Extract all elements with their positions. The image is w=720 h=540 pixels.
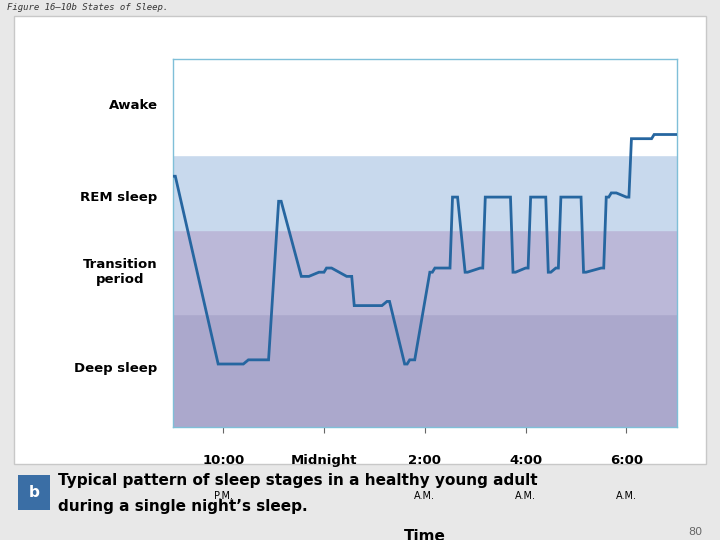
Text: A.M.: A.M. (414, 491, 436, 501)
Text: Deep sleep: Deep sleep (74, 362, 158, 375)
Text: Typical pattern of sleep stages in a healthy young adult: Typical pattern of sleep stages in a hea… (58, 472, 537, 488)
Text: 80: 80 (688, 527, 702, 537)
Text: 6:00: 6:00 (610, 454, 643, 467)
Text: during a single night’s sleep.: during a single night’s sleep. (58, 500, 307, 515)
Bar (173, 231, 677, 314)
Text: A.M.: A.M. (616, 491, 637, 501)
Text: Awake: Awake (109, 99, 158, 112)
Text: 4:00: 4:00 (509, 454, 542, 467)
Bar (173, 314, 677, 427)
Bar (173, 156, 677, 231)
Text: b: b (29, 485, 40, 500)
Text: Time: Time (404, 529, 446, 540)
Text: Midnight: Midnight (291, 454, 357, 467)
Text: A.M.: A.M. (515, 491, 536, 501)
Text: REM sleep: REM sleep (81, 191, 158, 204)
Text: Transition
period: Transition period (83, 258, 158, 286)
Text: 2:00: 2:00 (408, 454, 441, 467)
Bar (173, 59, 677, 156)
Text: P.M.: P.M. (214, 491, 233, 501)
Text: 10:00: 10:00 (202, 454, 244, 467)
Text: Figure 16–10b States of Sleep.: Figure 16–10b States of Sleep. (7, 3, 168, 12)
